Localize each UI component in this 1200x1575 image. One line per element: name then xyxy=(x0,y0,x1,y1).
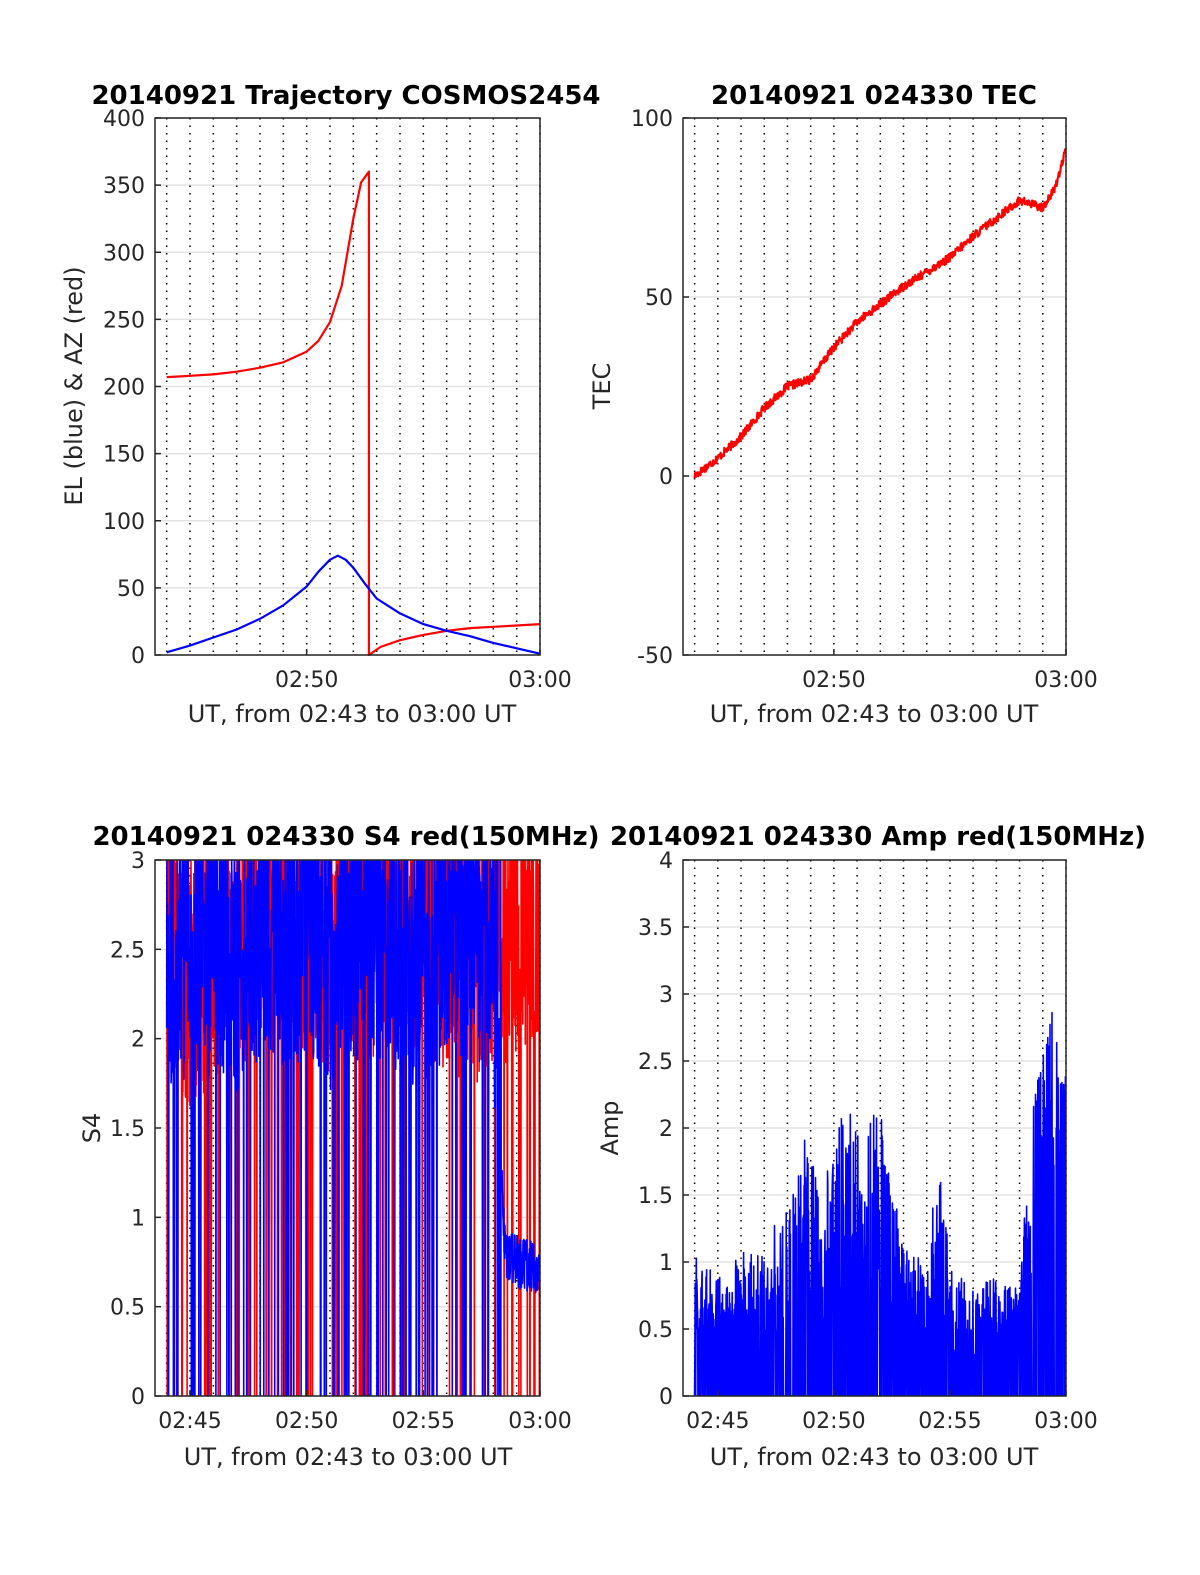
y-tick-label: 0 xyxy=(659,1385,673,1410)
x-tick-label: 02:45 xyxy=(158,1409,221,1434)
panel-title: 20140921 024330 Amp red(150MHz) xyxy=(610,822,1146,852)
y-tick-label: 350 xyxy=(103,174,145,199)
plot-area xyxy=(693,1011,1066,1396)
panel-title: 20140921 024330 S4 red(150MHz) xyxy=(92,822,599,852)
series-line xyxy=(693,148,1067,479)
x-axis-label: UT, from 02:43 to 03:00 UT xyxy=(710,1443,1039,1471)
x-tick-label: 03:00 xyxy=(508,1409,571,1434)
y-tick-label: 0.5 xyxy=(638,1318,673,1343)
y-tick-label: 100 xyxy=(103,510,145,535)
y-tick-label: 0 xyxy=(131,644,145,669)
series-line xyxy=(165,860,540,1396)
series-line xyxy=(166,170,541,657)
tec-panel: 20140921 024330 TEC UT, from 02:43 to 03… xyxy=(588,81,1098,728)
y-tick-label: 400 xyxy=(103,107,145,132)
plot-area xyxy=(166,170,541,657)
y-tick-label: 2 xyxy=(659,1117,673,1142)
y-tick-label: 3 xyxy=(131,849,145,874)
x-tick-label: 02:50 xyxy=(802,1409,865,1434)
y-axis-label: EL (blue) & AZ (red) xyxy=(60,266,88,505)
y-tick-label: 200 xyxy=(103,376,145,401)
s4-panel: 20140921 024330 S4 red(150MHz) UT, from … xyxy=(78,822,600,1471)
y-tick-label: 1.5 xyxy=(638,1184,673,1209)
y-tick-label: 50 xyxy=(117,577,145,602)
trajectory-panel: 20140921 Trajectory COSMOS2454 UT, from … xyxy=(60,81,601,728)
y-tick-label: 0 xyxy=(659,465,673,490)
x-tick-label: 02:50 xyxy=(802,668,865,693)
y-tick-label: 0.5 xyxy=(110,1296,145,1321)
y-tick-label: 1 xyxy=(659,1251,673,1276)
y-tick-label: 1 xyxy=(131,1206,145,1231)
x-tick-label: 03:00 xyxy=(1034,1409,1097,1434)
amp-panel: 20140921 024330 Amp red(150MHz) UT, from… xyxy=(596,822,1146,1471)
panel-title: 20140921 Trajectory COSMOS2454 xyxy=(91,81,600,111)
x-axis-label: UT, from 02:43 to 03:00 UT xyxy=(184,1443,513,1471)
x-tick-label: 02:45 xyxy=(686,1409,749,1434)
y-tick-label: 150 xyxy=(103,443,145,468)
series-line xyxy=(166,554,541,655)
y-tick-label: 0 xyxy=(131,1385,145,1410)
y-axis-label: S4 xyxy=(78,1113,106,1144)
y-tick-label: 3.5 xyxy=(638,916,673,941)
x-axis-label: UT, from 02:43 to 03:00 UT xyxy=(188,700,517,728)
axes-frame xyxy=(682,117,1067,656)
x-tick-label: 02:50 xyxy=(275,1409,338,1434)
x-tick-label: 02:55 xyxy=(392,1409,455,1434)
y-tick-label: 50 xyxy=(645,286,673,311)
plot-area xyxy=(693,148,1067,479)
y-tick-label: 100 xyxy=(631,107,673,132)
y-tick-label: 250 xyxy=(103,308,145,333)
y-tick-label: 2.5 xyxy=(110,938,145,963)
x-axis-label: UT, from 02:43 to 03:00 UT xyxy=(710,700,1039,728)
series-line xyxy=(693,1011,1066,1396)
y-tick-label: 2 xyxy=(131,1028,145,1053)
y-tick-label: 2.5 xyxy=(638,1050,673,1075)
y-tick-label: 300 xyxy=(103,241,145,266)
y-tick-label: 4 xyxy=(659,849,673,874)
y-tick-label: -50 xyxy=(637,644,673,669)
x-tick-label: 03:00 xyxy=(508,668,571,693)
y-tick-label: 1.5 xyxy=(110,1117,145,1142)
y-axis-label: Amp xyxy=(596,1100,624,1155)
x-tick-label: 02:50 xyxy=(275,668,338,693)
plot-area xyxy=(165,860,540,1396)
panel-title: 20140921 024330 TEC xyxy=(711,81,1037,111)
x-tick-label: 03:00 xyxy=(1034,668,1097,693)
y-tick-label: 3 xyxy=(659,983,673,1008)
x-tick-label: 02:55 xyxy=(918,1409,981,1434)
y-axis-label: TEC xyxy=(588,363,616,411)
